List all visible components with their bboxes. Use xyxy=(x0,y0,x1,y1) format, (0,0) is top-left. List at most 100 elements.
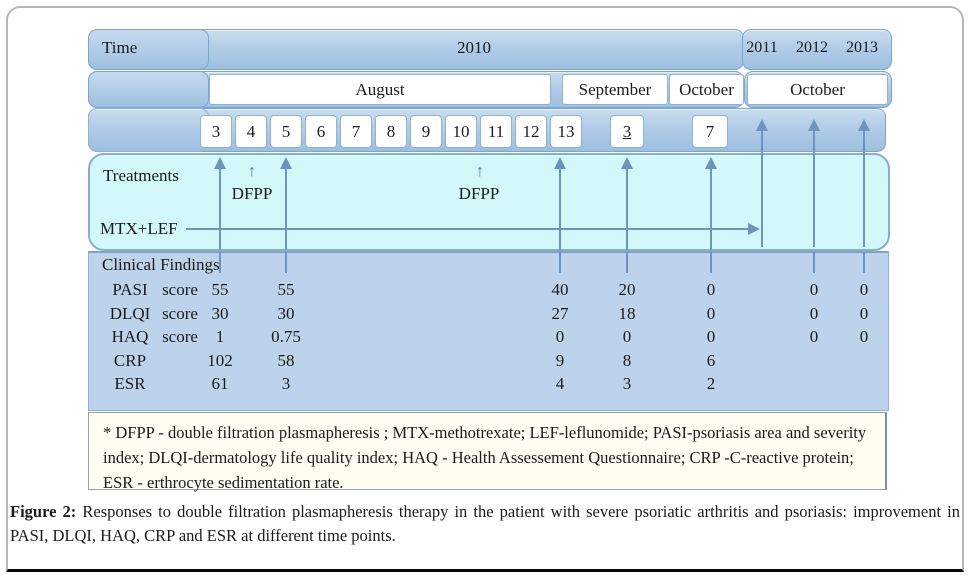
finding-value-haq-col7: 0 xyxy=(859,327,869,346)
finding-value-haq-col3: 0 xyxy=(555,327,565,346)
dfpp-arrow-2-icon: ↑ xyxy=(476,163,484,180)
abbreviations-footnote-box: * DFPP - double filtration plasmapheresi… xyxy=(88,412,887,492)
month-august-label: August xyxy=(355,79,405,99)
finding-row-name-crp: CRP xyxy=(113,351,147,370)
finding-value-haq-col5: 0 xyxy=(706,327,716,346)
day-box-august-8-label: 8 xyxy=(386,121,396,141)
treatment-arrow-stem-4 xyxy=(626,168,628,250)
finding-value-pasi-col7: 0 xyxy=(859,280,869,299)
day-box-august-6: 6 xyxy=(305,115,337,148)
finding-value-pasi-col6: 0 xyxy=(809,280,819,299)
finding-row-name-haq: HAQ xyxy=(111,327,149,346)
day-box-august-12-label: 12 xyxy=(522,121,540,141)
findings-column-tick-2 xyxy=(285,252,287,273)
month-cell-october-later: October xyxy=(747,74,888,105)
finding-value-esr-col1: 61 xyxy=(211,374,229,393)
findings-column-tick-6 xyxy=(813,252,815,273)
dfpp-label-1: DFPP xyxy=(231,184,273,203)
finding-value-dlqi-col5: 0 xyxy=(706,304,716,323)
finding-row-unit-haq: score xyxy=(162,327,198,346)
finding-value-dlqi-col3: 27 xyxy=(551,304,569,323)
figure-caption: Figure 2: Responses to double filtration… xyxy=(10,500,960,548)
day-box-august-7-label: 7 xyxy=(351,121,361,141)
year-arrow-stem-1 xyxy=(761,130,763,247)
finding-value-pasi-col4: 20 xyxy=(618,280,636,299)
treatment-arrowhead-icon-1 xyxy=(214,157,226,169)
finding-value-crp-col5: 6 xyxy=(706,351,716,370)
day-box-august-5: 5 xyxy=(270,115,302,148)
finding-value-esr-col5: 2 xyxy=(706,374,716,393)
finding-value-crp-col3: 9 xyxy=(555,351,565,370)
treatment-arrow-stem-2 xyxy=(285,168,287,250)
finding-value-haq-col6: 0 xyxy=(809,327,819,346)
finding-value-dlqi-col2: 30 xyxy=(277,304,295,323)
finding-value-pasi-col3: 40 xyxy=(551,280,569,299)
day-box-august-9: 9 xyxy=(410,115,442,148)
treatments-section-label: Treatments xyxy=(103,166,179,185)
day-box-august-13: 13 xyxy=(550,115,582,148)
finding-value-haq-col2: 0.75 xyxy=(271,327,301,346)
finding-value-haq-col1: 1 xyxy=(215,327,225,346)
finding-value-dlqi-col4: 18 xyxy=(618,304,636,323)
year-arrowhead-icon-1 xyxy=(756,119,768,131)
month-cell-august: August xyxy=(209,74,551,105)
treatment-arrowhead-icon-3 xyxy=(554,157,566,169)
findings-column-tick-5 xyxy=(710,252,712,273)
time-row-band-later-years xyxy=(742,29,892,70)
abbreviations-footnote-text: * DFPP - double filtration plasmapheresi… xyxy=(103,423,867,492)
day-box-october-7-label: 7 xyxy=(705,121,715,141)
year-arrow-stem-3 xyxy=(863,130,865,247)
finding-value-esr-col3: 4 xyxy=(555,374,565,393)
treatment-arrow-stem-3 xyxy=(559,168,561,250)
month-cell-october-2010: October xyxy=(669,74,744,105)
finding-value-pasi-col2: 55 xyxy=(277,280,295,299)
day-box-october-7: 7 xyxy=(692,115,728,148)
day-box-august-8: 8 xyxy=(375,115,407,148)
treatment-arrow-stem-1 xyxy=(219,168,221,250)
day-box-august-3: 3 xyxy=(200,115,232,148)
day-box-august-11-label: 11 xyxy=(487,121,505,141)
day-box-august-6-label: 6 xyxy=(316,121,326,141)
findings-column-tick-4 xyxy=(626,252,628,273)
finding-row-unit-dlqi: score xyxy=(162,304,198,323)
clinical-findings-box xyxy=(88,251,889,411)
finding-value-crp-col4: 8 xyxy=(622,351,632,370)
year-arrow-stem-2 xyxy=(813,130,815,247)
finding-value-crp-col1: 102 xyxy=(207,351,233,370)
figure-caption-text: Responses to double filtration plasmaphe… xyxy=(10,502,960,545)
finding-row-name-esr: ESR xyxy=(114,374,146,393)
finding-row-unit-pasi: score xyxy=(162,280,198,299)
findings-column-tick-3 xyxy=(559,252,561,273)
year-arrowhead-icon-2 xyxy=(808,119,820,131)
finding-value-pasi-col1: 55 xyxy=(211,280,229,299)
finding-value-dlqi-col7: 0 xyxy=(859,304,869,323)
time-row-label: Time xyxy=(102,38,138,57)
treatment-arrow-stem-5 xyxy=(710,168,712,250)
day-box-september-3-label: 3 xyxy=(622,121,632,141)
mtx-lef-duration-line xyxy=(186,228,748,230)
figure-caption-label: Figure 2: xyxy=(10,502,77,521)
day-row-label-box xyxy=(88,108,209,152)
mtx-lef-arrowhead-icon xyxy=(748,223,760,235)
month-row-label-box xyxy=(88,71,209,108)
year-2011-label: 2011 xyxy=(746,39,778,56)
mtx-lef-label: MTX+LEF xyxy=(100,219,178,238)
day-box-august-3-label: 3 xyxy=(211,121,221,141)
day-box-august-4-label: 4 xyxy=(246,121,256,141)
finding-value-crp-col2: 58 xyxy=(277,351,295,370)
finding-value-pasi-col5: 0 xyxy=(706,280,716,299)
day-box-august-4: 4 xyxy=(235,115,267,148)
day-box-august-10: 10 xyxy=(445,115,477,148)
treatment-arrowhead-icon-2 xyxy=(280,157,292,169)
dfpp-label-2: DFPP xyxy=(458,184,500,203)
day-box-august-5-label: 5 xyxy=(281,121,291,141)
clinical-findings-section-label: Clinical Findings xyxy=(102,255,220,274)
month-october-2010-label: October xyxy=(679,79,734,99)
finding-row-name-pasi: PASI xyxy=(112,280,148,299)
day-box-august-10-label: 10 xyxy=(452,121,470,141)
time-row-label-box xyxy=(88,29,209,70)
dfpp-arrow-1-icon: ↑ xyxy=(248,163,256,180)
month-september-label: September xyxy=(578,79,652,99)
findings-column-tick-7 xyxy=(863,252,865,273)
